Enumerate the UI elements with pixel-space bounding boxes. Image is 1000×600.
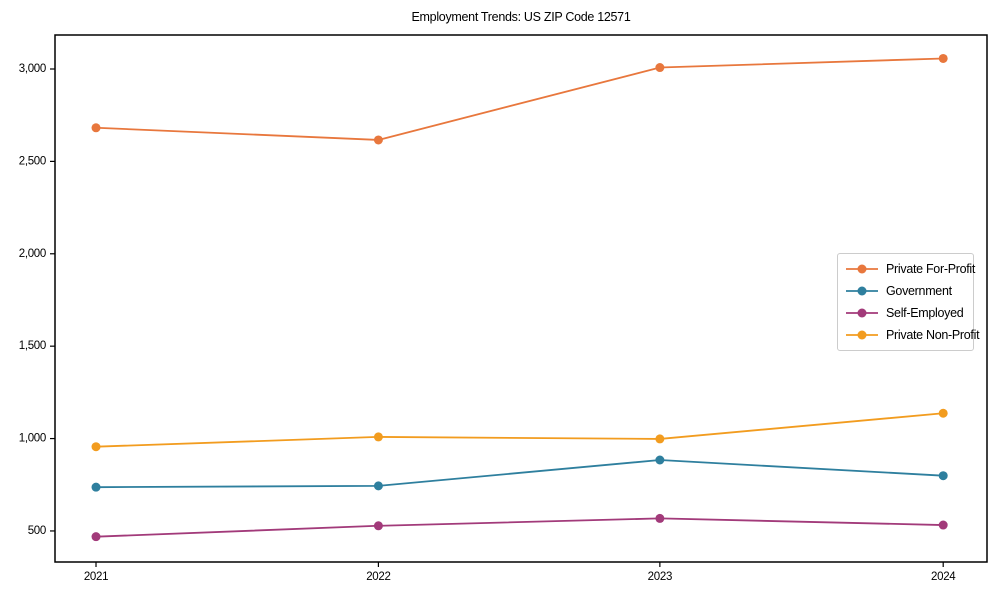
chart-title: Employment Trends: US ZIP Code 12571 [411,10,631,24]
y-axis-tick-label: 2,500 [19,155,46,167]
y-axis-tick-label: 2,000 [19,248,46,260]
data-point-self-employed-2021 [91,532,101,542]
data-point-private-non-profit-2022 [373,432,383,442]
legend-item-private-for-profit: Private For-Profit [845,258,975,280]
legend-label: Private For-Profit [886,262,976,276]
y-axis-tick-label: 3,000 [19,63,46,75]
legend: Private For-Profit Government Self-Employe… [837,253,980,351]
legend-line-marker-icon [846,286,878,296]
data-point-self-employed-2022 [373,521,383,531]
data-point-private-non-profit-2021 [91,442,101,452]
data-point-self-employed-2024 [938,520,948,530]
series-line-government [96,459,944,489]
series-line-private-for-profit [95,57,944,141]
data-point-government-2021 [91,482,101,492]
y-axis-tick-label: 500 [28,525,46,537]
series-line-private-non-profit [95,412,944,448]
y-axis-tick-label: 1,000 [19,433,46,445]
legend-item-government: Government [845,280,965,302]
data-point-private-non-profit-2023 [655,434,665,444]
plot-area: 500 1,000 1,500 2,000 2,500 3,000 2021 2022 2023… [19,34,988,583]
legend-item-self-employed: Self-Employed [845,302,965,324]
data-point-private-non-profit-2024 [938,408,948,418]
data-point-self-employed-2023 [655,513,665,523]
data-point-private-for-profit-2022 [373,135,383,145]
x-axis-tick-label: 2024 [931,571,956,583]
plot-frame [54,34,988,563]
data-point-government-2023 [655,455,665,465]
legend-line-marker-icon [846,308,878,318]
legend-item-private-non-profit: Private Non-Profit [845,324,980,346]
x-axis-tick-label: 2021 [84,571,108,583]
x-axis-tick-label: 2022 [366,571,390,583]
legend-label: Private Non-Profit [886,328,980,342]
data-point-private-for-profit-2021 [91,123,101,133]
legend-line-marker-icon [846,264,878,274]
data-point-private-for-profit-2023 [655,63,665,73]
data-point-government-2024 [938,471,948,481]
data-point-private-for-profit-2024 [938,53,948,63]
x-axis-tick-label: 2023 [648,571,672,583]
legend-label: Government [886,284,952,298]
legend-label: Self-Employed [886,306,964,320]
data-point-government-2022 [373,481,383,491]
plot-svg: 500 1,000 1,500 2,000 2,500 3,000 2021 2022 2023… [19,34,988,583]
legend-line-marker-icon [846,330,878,340]
series-line-self-employed [95,517,944,538]
y-axis-tick-label: 1,500 [19,340,46,352]
